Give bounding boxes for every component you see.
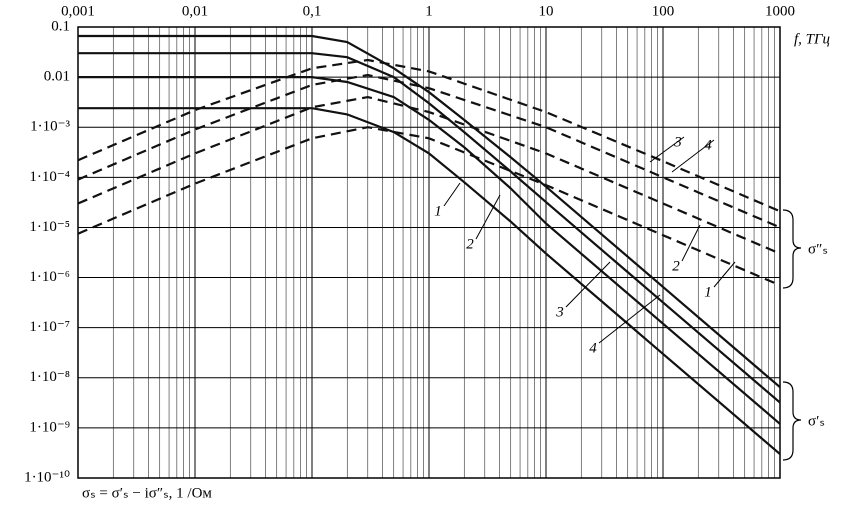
x-tick-label: 1000 bbox=[765, 3, 795, 19]
x-tick-label: 0,001 bbox=[61, 3, 95, 19]
curve-label: 2 bbox=[672, 258, 680, 274]
x-tick-label: 0,1 bbox=[303, 3, 322, 19]
dashed-curve bbox=[77, 126, 781, 287]
y-tick-label: 1·10⁻⁶ bbox=[29, 269, 70, 285]
y-tick-label: 1·10⁻¹⁰ bbox=[24, 469, 70, 485]
curve-label: 4 bbox=[589, 340, 597, 356]
brace bbox=[782, 209, 802, 289]
curve-label: 4 bbox=[704, 137, 712, 153]
y-axis-label: σₛ = σ′ₛ − iσ″ₛ, 1 /Ом bbox=[82, 485, 212, 501]
y-tick-label: 1·10⁻⁸ bbox=[29, 369, 70, 385]
x-tick-label: 0,01 bbox=[182, 3, 208, 19]
curve-label: 2 bbox=[466, 236, 474, 252]
y-tick-label: 1·10⁻⁵ bbox=[29, 219, 70, 235]
solid-curve bbox=[78, 34, 781, 389]
y-tick-label: 1·10⁻³ bbox=[30, 119, 70, 135]
x-axis-label: f, ТГц bbox=[794, 31, 830, 47]
leader-line bbox=[475, 194, 501, 240]
leader-line bbox=[671, 139, 715, 173]
dashed-curve bbox=[77, 73, 781, 229]
x-tick-label: 100 bbox=[652, 3, 675, 19]
curve-label: 1 bbox=[704, 284, 712, 300]
solid-curve bbox=[78, 52, 781, 404]
y-tick-label: 0.1 bbox=[51, 18, 70, 34]
y-tick-label: 0.01 bbox=[44, 69, 70, 85]
leader-line bbox=[565, 261, 611, 308]
group-label: σ″ₛ bbox=[808, 241, 828, 257]
solid-curve bbox=[78, 76, 781, 425]
leader-line bbox=[598, 294, 661, 344]
brace bbox=[782, 381, 802, 461]
curve-label: 1 bbox=[434, 203, 442, 219]
x-tick-label: 10 bbox=[539, 3, 554, 19]
leader-line bbox=[681, 224, 701, 262]
y-tick-label: 1·10⁻⁴ bbox=[29, 169, 70, 185]
leader-line bbox=[649, 136, 685, 163]
leader-line bbox=[713, 261, 736, 288]
curve-label: 3 bbox=[673, 134, 682, 150]
y-tick-label: 1·10⁻⁹ bbox=[29, 419, 70, 435]
leader-line bbox=[443, 182, 461, 207]
x-tick-label: 1 bbox=[425, 3, 433, 19]
y-tick-label: 1·10⁻⁷ bbox=[29, 319, 70, 335]
curve-label: 3 bbox=[555, 304, 564, 320]
dashed-curve bbox=[77, 95, 781, 255]
group-label: σ′ₛ bbox=[808, 413, 825, 429]
dashed-curve bbox=[77, 58, 781, 213]
